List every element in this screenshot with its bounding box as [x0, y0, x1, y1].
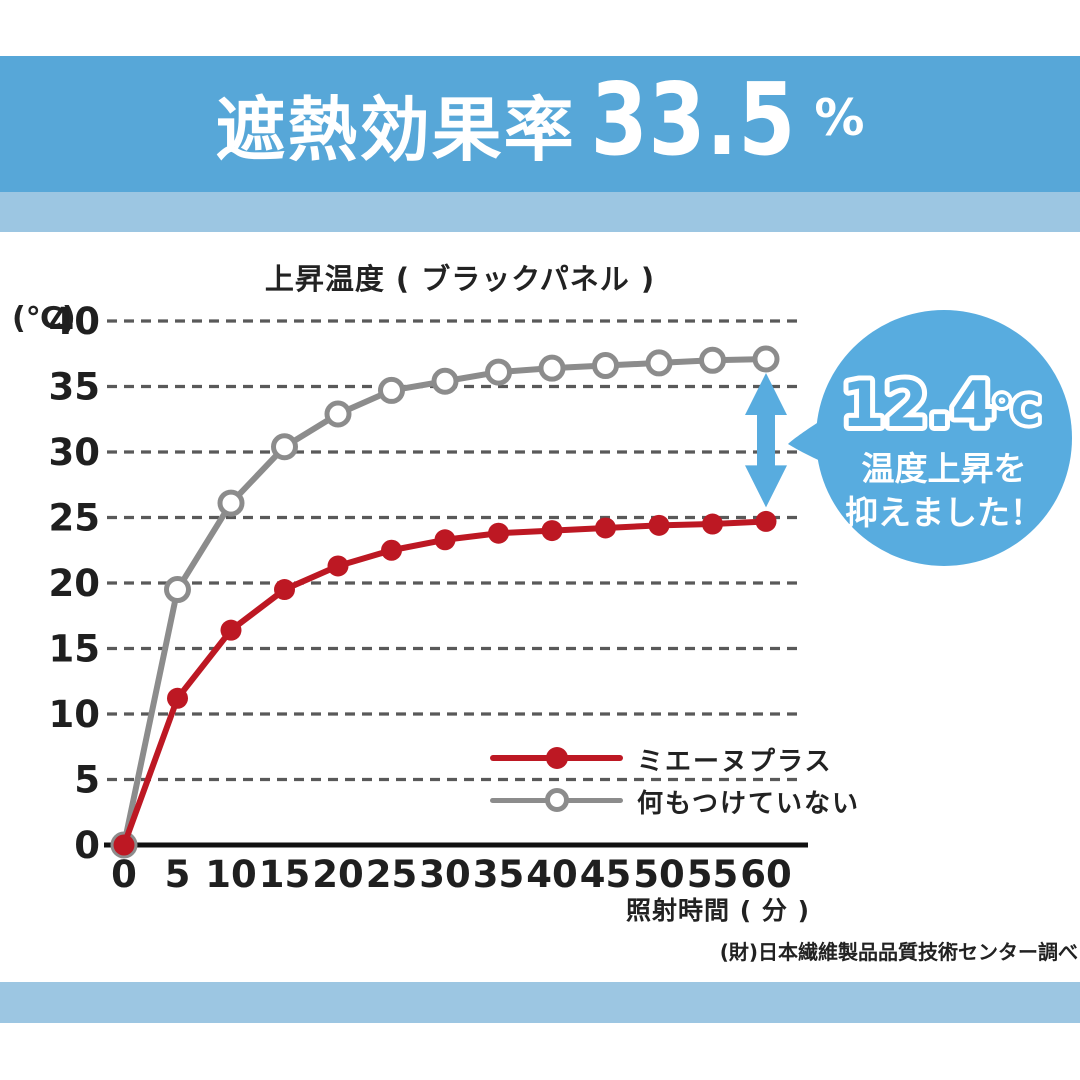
x-tick-label-40: 40: [526, 853, 578, 896]
source-attribution: (財)日本繊維製品品質技術センター調べ: [719, 940, 1078, 964]
y-tick-label-10: 10: [49, 693, 101, 736]
y-tick-label-5: 5: [74, 759, 100, 802]
data-point-filled: [327, 555, 349, 577]
data-point-filled: [541, 520, 563, 542]
callout-text-line2: 抑えました！: [845, 493, 1043, 532]
data-point-open: [485, 358, 512, 386]
data-point-filled: [488, 522, 509, 544]
data-point-open: [431, 367, 459, 395]
x-tick-label-35: 35: [473, 853, 525, 896]
y-tick-label-25: 25: [49, 497, 101, 540]
data-point-open: [752, 345, 780, 373]
data-point-filled: [702, 513, 723, 535]
x-tick-label-45: 45: [580, 853, 632, 896]
header-title-text: 遮熱効果率: [215, 88, 576, 171]
data-point-filled: [167, 687, 188, 709]
y-tick-label-0: 0: [74, 824, 100, 867]
chart-title: 上昇温度 ( ブラックパネル ): [264, 262, 656, 296]
x-tick-label-10: 10: [205, 853, 257, 896]
data-point-open: [592, 352, 619, 380]
callout-bubble-circle: [816, 310, 1072, 566]
y-tick-label-20: 20: [49, 562, 101, 605]
data-point-open: [324, 400, 352, 428]
x-tick-label-0: 0: [111, 853, 137, 896]
data-point-open: [217, 489, 245, 517]
data-point-filled: [648, 514, 670, 536]
y-axis-unit-label: (℃): [12, 301, 76, 336]
header-title-percent: %: [814, 89, 865, 147]
data-point-open: [164, 576, 191, 604]
x-tick-label-25: 25: [366, 853, 418, 896]
legend-label-mienu-plus: ミエーヌプラス: [637, 747, 833, 777]
callout-text-line1: 温度上昇を: [862, 449, 1027, 488]
y-tick-label-30: 30: [49, 431, 101, 474]
callout-bubble: 12.4 ℃ 温度上昇を 抑えました！: [788, 310, 1072, 566]
decorative-strip-bottom: [0, 982, 1080, 1023]
data-point-filled: [755, 510, 777, 532]
data-point-open: [699, 346, 726, 374]
x-tick-label-20: 20: [312, 853, 364, 896]
legend-label-nothing-applied: 何もつけていない: [637, 789, 860, 819]
data-point-open: [645, 349, 673, 377]
difference-arrow-icon: [745, 372, 787, 508]
data-point-open: [538, 354, 566, 382]
callout-value: 12.4: [842, 368, 995, 441]
x-tick-label-50: 50: [633, 853, 685, 896]
y-tick-label-40: 40: [49, 300, 101, 343]
x-axis-label: 照射時間 ( 分 ): [626, 896, 810, 925]
x-tick-label-5: 5: [165, 853, 191, 896]
legend-filled-dot-icon: [546, 747, 568, 769]
callout-unit: ℃: [992, 388, 1040, 434]
y-tick-label-35: 35: [49, 366, 101, 409]
data-point-filled: [595, 517, 616, 539]
data-point-filled: [113, 834, 135, 856]
decorative-strip-top: [0, 192, 1080, 232]
data-point-filled: [274, 579, 295, 601]
data-point-filled: [381, 539, 402, 561]
y-tick-label-15: 15: [49, 628, 101, 671]
data-point-filled: [434, 529, 456, 551]
header-title-number: 33.5: [590, 61, 796, 178]
data-point-open: [378, 376, 405, 404]
x-tick-label-15: 15: [259, 853, 311, 896]
data-point-filled: [220, 619, 242, 641]
data-point-open: [271, 433, 298, 461]
x-tick-label-60: 60: [740, 853, 792, 896]
x-tick-label-30: 30: [419, 853, 471, 896]
x-tick-label-55: 55: [687, 853, 739, 896]
legend-open-circle-icon: [545, 788, 569, 812]
header-band: 遮熱効果率 33.5 %: [0, 56, 1080, 192]
